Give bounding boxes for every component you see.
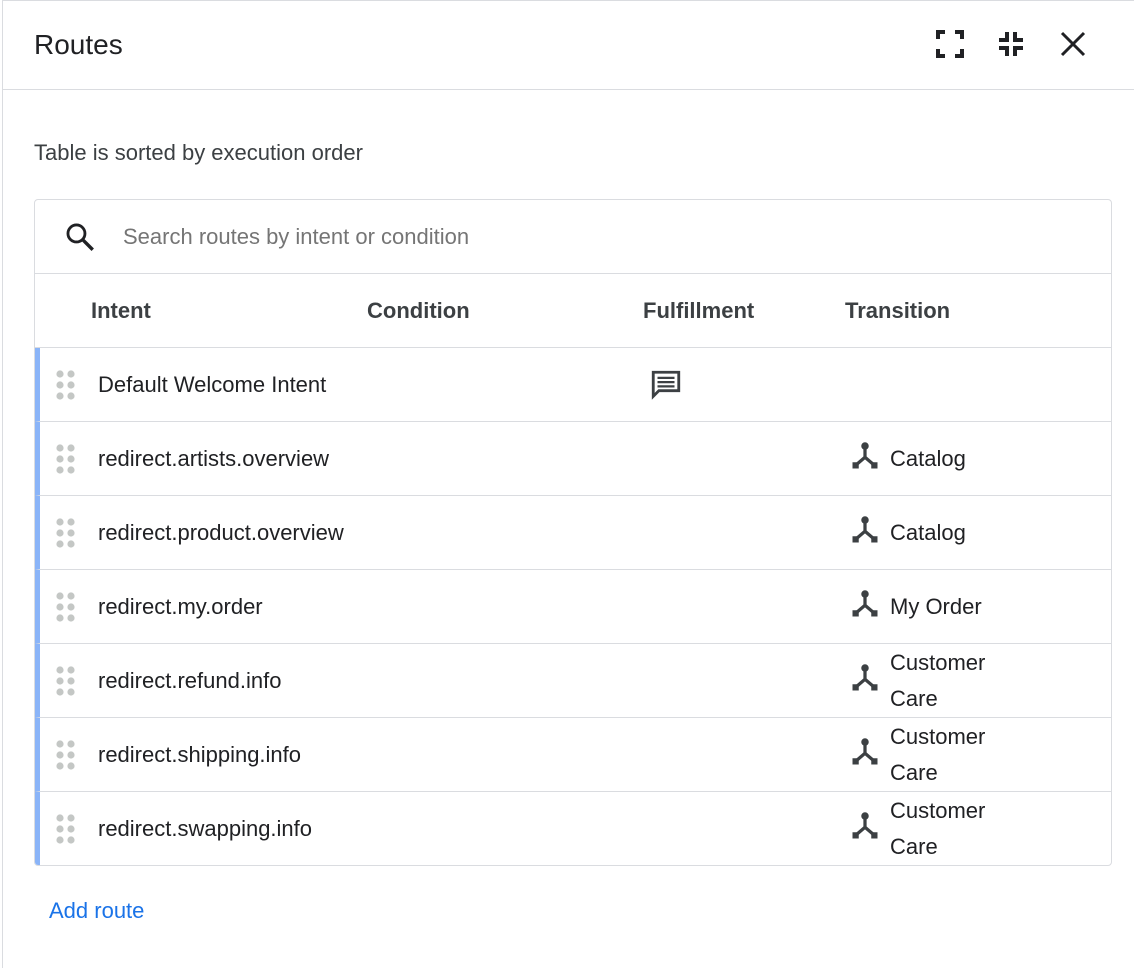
close-icon[interactable] <box>1058 29 1088 59</box>
flow-icon <box>850 663 880 699</box>
flow-icon <box>850 589 880 625</box>
table-row[interactable]: redirect.artists.overview Catalog <box>35 422 1111 496</box>
add-route-button[interactable]: Add route <box>49 898 145 923</box>
panel-title: Routes <box>34 29 123 60</box>
routes-table: Intent Condition Fulfillment Transition … <box>34 199 1112 866</box>
intent-cell[interactable]: redirect.my.order <box>98 593 263 619</box>
intent-cell[interactable]: redirect.refund.info <box>98 667 282 693</box>
drag-handle-icon[interactable] <box>56 665 76 697</box>
intent-cell[interactable]: redirect.product.overview <box>98 519 344 545</box>
transition-cell: Customer Care <box>850 793 1010 865</box>
intent-cell[interactable]: redirect.swapping.info <box>98 816 313 841</box>
drag-handle-icon[interactable] <box>56 739 76 771</box>
flow-icon <box>850 441 880 477</box>
transition-cell: Catalog <box>850 515 1010 551</box>
transition-target: My Order <box>890 593 982 619</box>
drag-handle-icon[interactable] <box>56 591 76 623</box>
collapse-icon[interactable] <box>996 29 1026 59</box>
column-header-condition: Condition <box>367 298 470 323</box>
message-icon <box>649 368 683 408</box>
transition-target: Catalog <box>890 445 966 471</box>
fullscreen-icon[interactable] <box>935 29 965 59</box>
flow-icon <box>850 515 880 551</box>
sort-note: Table is sorted by execution order <box>34 140 363 165</box>
table-row[interactable]: redirect.my.order My Order <box>35 570 1111 644</box>
transition-target: Customer Care <box>890 798 986 859</box>
transition-target: Catalog <box>890 519 966 545</box>
table-row[interactable]: Default Welcome Intent <box>35 348 1111 422</box>
search-input[interactable] <box>123 218 1023 256</box>
transition-cell: Catalog <box>850 441 1010 477</box>
intent-cell[interactable]: Default Welcome Intent <box>98 371 327 397</box>
transition-cell: Customer Care <box>850 719 1010 791</box>
column-header-transition: Transition <box>845 298 951 323</box>
transition-target: Customer Care <box>890 649 986 711</box>
table-row[interactable]: redirect.product.overview Catalog <box>35 496 1111 570</box>
flow-icon <box>850 737 880 773</box>
transition-cell: My Order <box>850 589 1010 625</box>
table-row[interactable]: redirect.shipping.info Customer Care <box>35 718 1111 792</box>
column-header-intent: Intent <box>91 298 151 323</box>
table-row[interactable]: redirect.refund.info Customer Care <box>35 644 1111 718</box>
table-row[interactable]: redirect.swapping.info Customer Care <box>35 792 1111 865</box>
intent-cell[interactable]: redirect.artists.overview <box>98 445 330 471</box>
panel-header: Routes <box>3 1 1134 90</box>
search-icon <box>66 223 94 251</box>
intent-cell[interactable]: redirect.shipping.info <box>98 741 302 767</box>
transition-cell: Customer Care <box>850 645 1010 717</box>
search-bar <box>35 200 1111 274</box>
transition-target: Customer Care <box>890 723 986 785</box>
drag-handle-icon[interactable] <box>56 813 76 845</box>
drag-handle-icon[interactable] <box>56 517 76 549</box>
table-header: Intent Condition Fulfillment Transition <box>35 274 1111 348</box>
drag-handle-icon[interactable] <box>56 369 76 401</box>
column-header-fulfillment: Fulfillment <box>643 298 755 323</box>
flow-icon <box>850 811 880 847</box>
drag-handle-icon[interactable] <box>56 443 76 475</box>
